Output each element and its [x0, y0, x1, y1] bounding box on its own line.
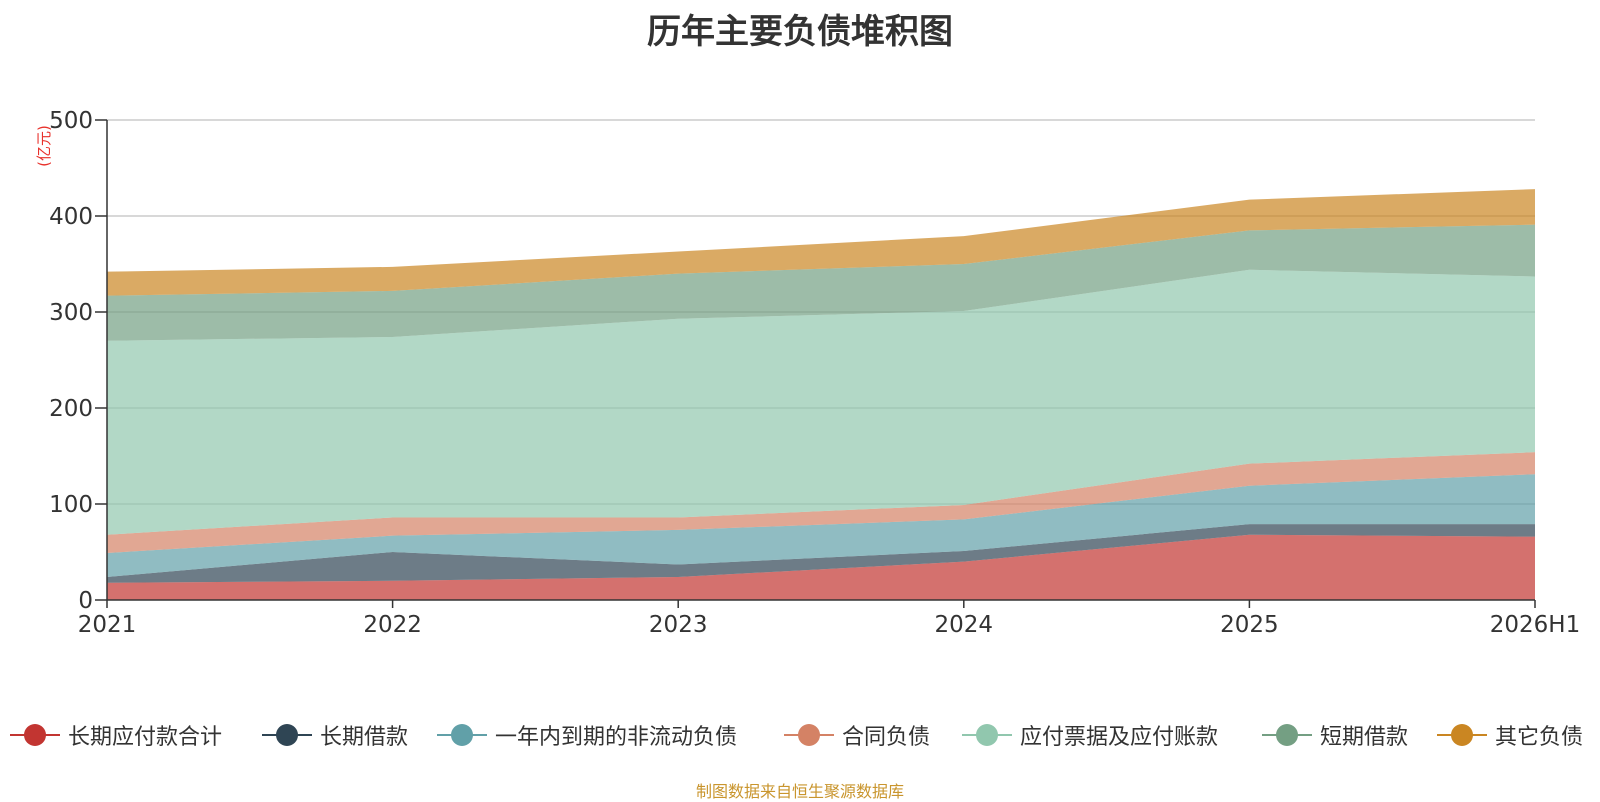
x-tick-label: 2023 [649, 612, 708, 638]
legend-marker-icon [784, 715, 834, 755]
area-series-0 [107, 534, 1535, 600]
x-tick-label: 2026H1 [1490, 612, 1580, 638]
area-series-3 [107, 452, 1535, 553]
legend-item-0[interactable]: 长期应付款合计 [10, 715, 222, 755]
area-series-4 [107, 269, 1535, 535]
legend-label: 长期借款 [320, 725, 409, 750]
area-series-2 [107, 474, 1535, 577]
legend-marker-icon [262, 715, 312, 755]
legend-item-5[interactable]: 短期借款 [1262, 715, 1408, 755]
legend-item-6[interactable]: 其它负债 [1437, 715, 1583, 755]
legend: 长期应付款合计 长期借款 一年内到期的非流动负债 合同负债 应付票据及应付账款 短期借款 其… [0, 715, 1600, 755]
legend-marker-icon [1437, 715, 1487, 755]
legend-marker-icon [1262, 715, 1312, 755]
area-series-1 [107, 524, 1535, 583]
legend-label: 合同负债 [842, 725, 931, 750]
legend-label: 长期应付款合计 [68, 725, 223, 750]
y-tick-label: 400 [49, 204, 93, 230]
y-tick-label: 200 [49, 396, 93, 422]
source-note: 制图数据来自恒生聚源数据库 [695, 782, 904, 801]
legend-label: 一年内到期的非流动负债 [495, 725, 738, 750]
y-tick-label: 500 [49, 108, 93, 134]
legend-item-2[interactable]: 一年内到期的非流动负债 [437, 715, 737, 755]
stacked-area-chart: 0 100 200 300 400 500 2021 2022 2023 2024 2025 2026… [35, 108, 1580, 638]
y-axis-unit-label: (亿元) [35, 125, 53, 167]
legend-label: 其它负债 [1495, 725, 1584, 750]
x-tick-label: 2022 [363, 612, 422, 638]
x-tick-label: 2024 [935, 612, 994, 638]
legend-marker-icon [962, 715, 1012, 755]
y-tick-label: 0 [78, 588, 93, 614]
legend-marker-icon [10, 715, 60, 755]
x-tick-label: 2021 [78, 612, 137, 638]
x-tick-label: 2025 [1220, 612, 1279, 638]
legend-item-3[interactable]: 合同负债 [784, 715, 930, 755]
legend-label: 短期借款 [1320, 725, 1409, 750]
legend-marker-icon [437, 715, 487, 755]
legend-label: 应付票据及应付账款 [1020, 725, 1219, 750]
area-series-6 [107, 189, 1535, 296]
y-tick-label: 100 [49, 492, 93, 518]
legend-item-4[interactable]: 应付票据及应付账款 [962, 715, 1218, 755]
area-series-5 [107, 224, 1535, 341]
legend-item-1[interactable]: 长期借款 [262, 715, 408, 755]
chart-title: 历年主要负债堆积图 [647, 12, 953, 52]
y-tick-label: 300 [49, 300, 93, 326]
